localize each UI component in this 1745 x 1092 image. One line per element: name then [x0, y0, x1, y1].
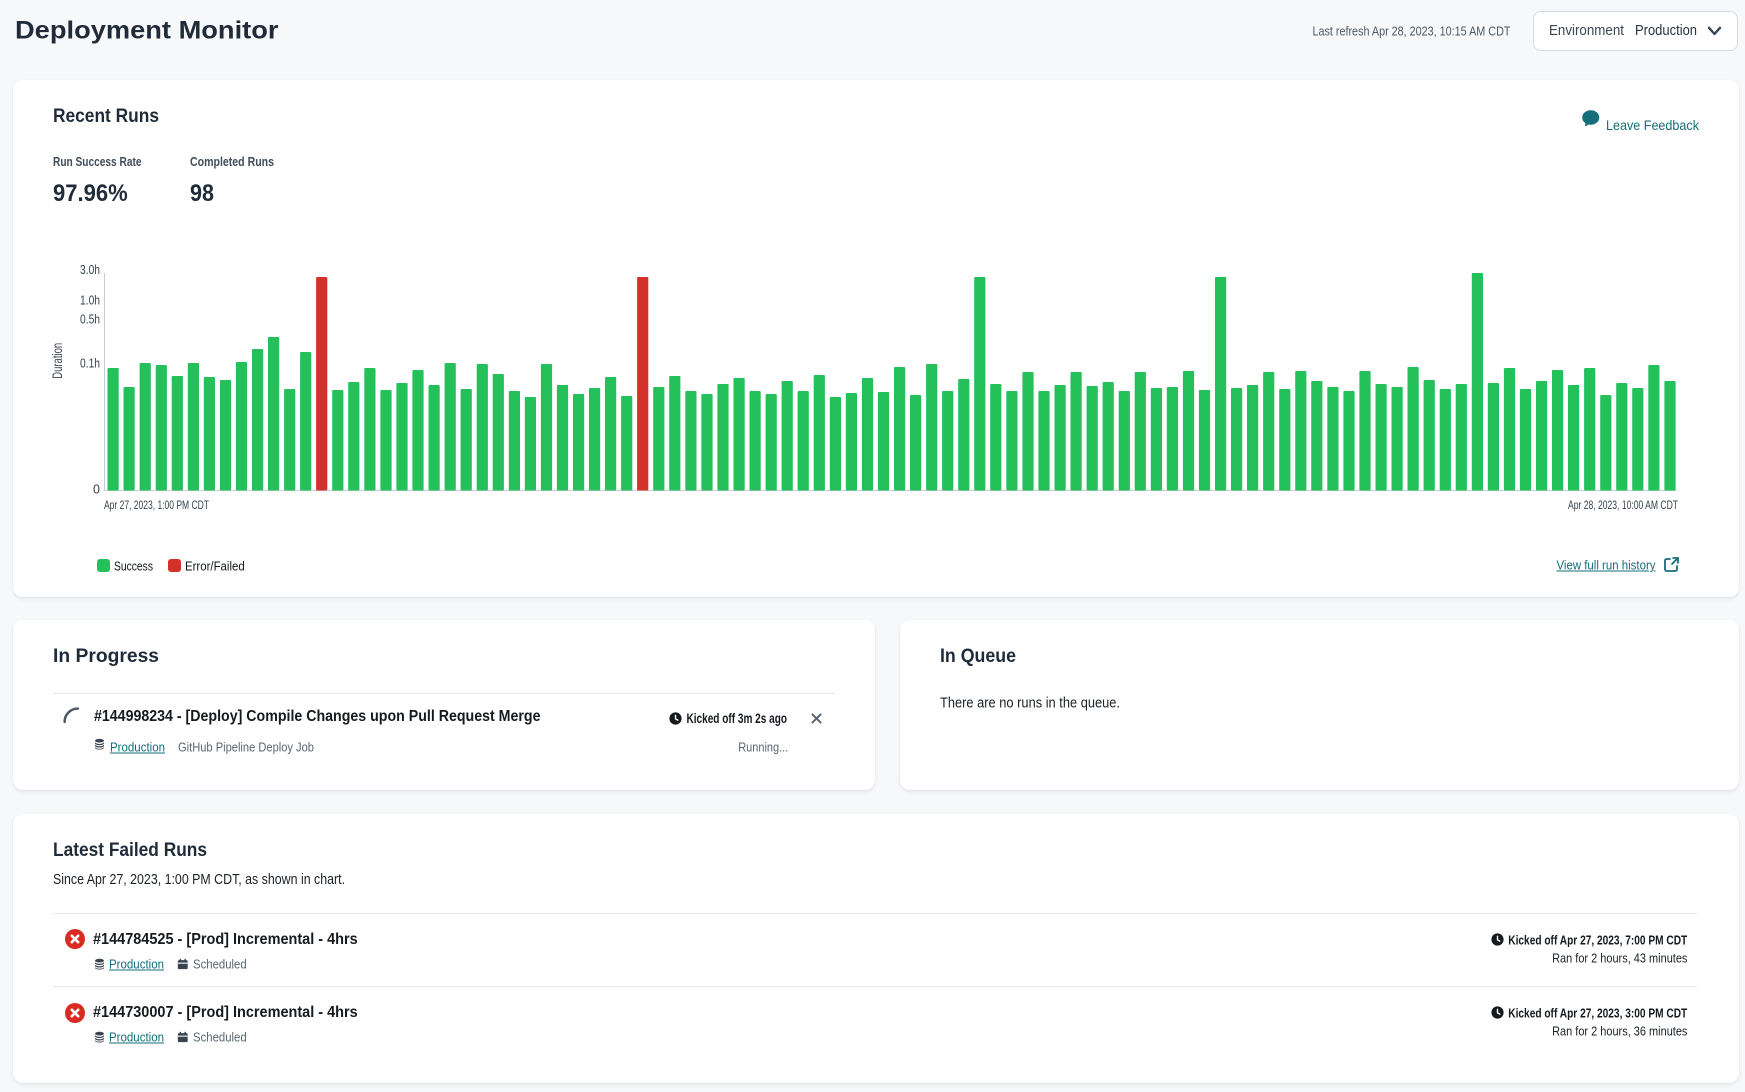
svg-text:3.0h: 3.0h	[80, 263, 100, 277]
svg-text:0.5h: 0.5h	[80, 313, 100, 327]
svg-text:Apr 27, 2023, 1:00 PM CDT: Apr 27, 2023, 1:00 PM CDT	[104, 498, 209, 512]
svg-text:Apr 28, 2023, 10:00 AM CDT: Apr 28, 2023, 10:00 AM CDT	[1568, 498, 1678, 512]
svg-text:0.1h: 0.1h	[80, 357, 100, 371]
svg-text:Duration: Duration	[50, 343, 65, 379]
svg-text:1.0h: 1.0h	[80, 294, 100, 308]
svg-text:0: 0	[93, 483, 100, 497]
